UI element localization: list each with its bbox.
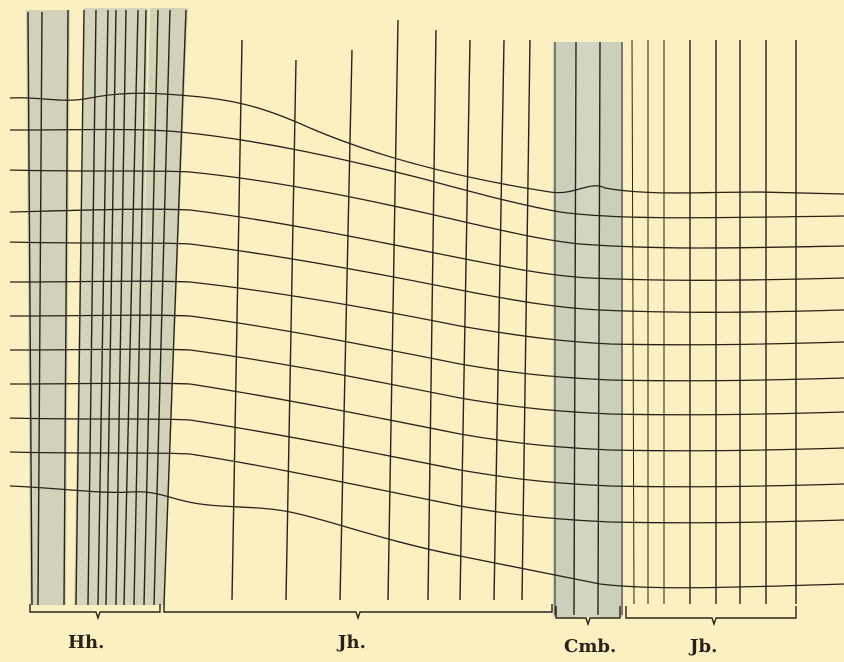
shaded-bands	[26, 8, 623, 617]
cell-row-lines	[9, 92, 844, 589]
band-hh-left	[26, 10, 70, 605]
label-cmb: Cmb.	[564, 636, 616, 657]
bracket-jh	[163, 604, 553, 621]
cell-wall-lines	[27, 9, 797, 616]
bracket-jb	[625, 606, 797, 627]
label-jb: Jb.	[688, 636, 717, 657]
bracket-hh	[29, 604, 161, 621]
label-jh: Jh.	[336, 632, 366, 653]
label-hh: Hh.	[68, 632, 104, 653]
bracket-cmb	[555, 606, 621, 627]
region-brackets	[29, 604, 797, 627]
